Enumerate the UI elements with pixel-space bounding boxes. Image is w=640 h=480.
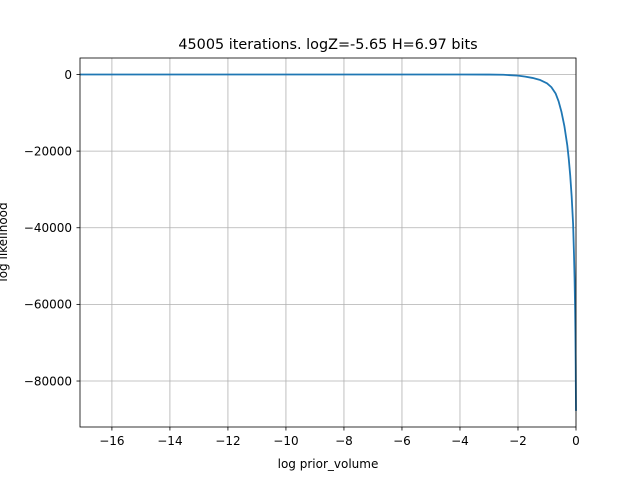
x-tick-label: −14 bbox=[157, 434, 182, 448]
x-tick-label: −6 bbox=[393, 434, 411, 448]
grid-layer bbox=[80, 58, 577, 427]
y-axis-label: log likelihood bbox=[0, 202, 10, 281]
y-tick-label: −80000 bbox=[24, 374, 72, 388]
tick-layer: −16 −14 −12 −10 −8 −6 −4 −2 0 0 −20000 −40000 −60000… bbox=[24, 68, 580, 448]
x-tick-label: −16 bbox=[99, 434, 124, 448]
x-tick-label: 0 bbox=[572, 434, 580, 448]
x-tick-label: −12 bbox=[215, 434, 240, 448]
x-tick-label: −10 bbox=[273, 434, 298, 448]
x-tick-label: −4 bbox=[451, 434, 469, 448]
series-line bbox=[80, 73, 577, 411]
series-layer bbox=[80, 73, 577, 411]
y-tick-label: −60000 bbox=[24, 298, 72, 312]
plot-frame bbox=[79, 57, 577, 428]
y-tick-label: −20000 bbox=[24, 144, 72, 158]
x-axis-label: log prior_volume bbox=[278, 457, 379, 471]
y-tick-label: 0 bbox=[64, 68, 72, 82]
chart-title: 45005 iterations. logZ=-5.65 H=6.97 bits bbox=[178, 37, 477, 53]
x-tick-label: −8 bbox=[335, 434, 353, 448]
x-tick-label: −2 bbox=[509, 434, 527, 448]
y-tick-label: −40000 bbox=[24, 221, 72, 235]
